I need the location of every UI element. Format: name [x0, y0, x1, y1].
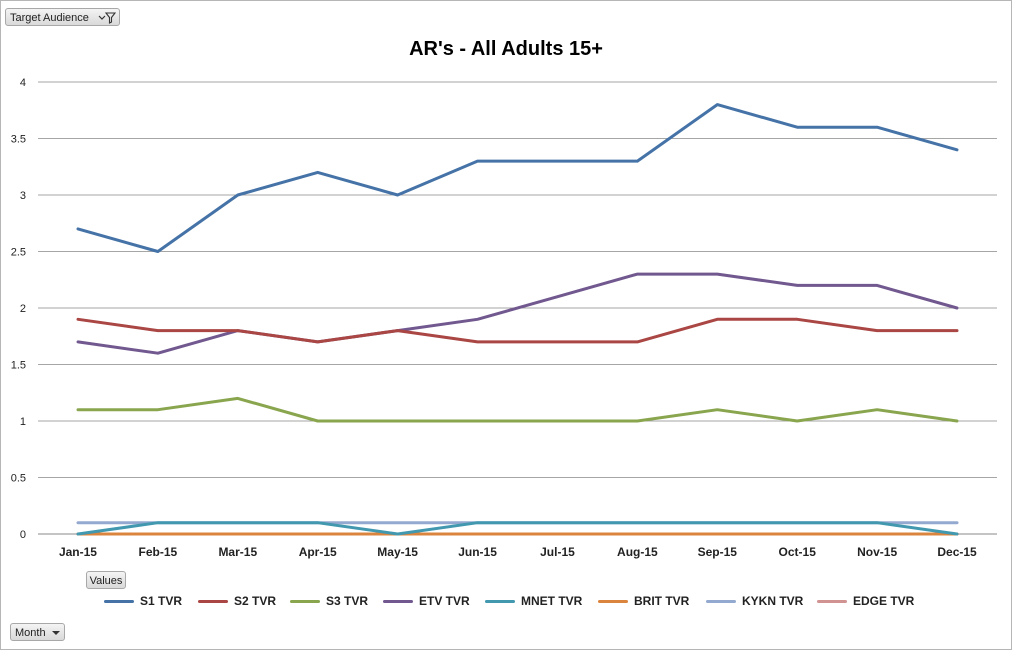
series-line-s2-tvr [76, 317, 959, 344]
chevron-down-icon[interactable] [51, 624, 61, 646]
legend-swatch [706, 600, 736, 603]
series-line-s3-tvr [76, 396, 959, 423]
y-tick-label: 3 [20, 190, 26, 202]
legend-swatch [104, 600, 134, 603]
x-tick-label: Jul-15 [540, 545, 575, 559]
legend-swatch [485, 600, 515, 603]
month-label: Month [15, 627, 46, 639]
x-tick-label: Feb-15 [139, 545, 178, 559]
month-field-button[interactable]: Month [10, 623, 65, 641]
legend-swatch [817, 600, 847, 603]
x-tick-label: Oct-15 [779, 545, 817, 559]
legend-swatch [198, 600, 228, 603]
filter-dropdown-icon[interactable] [98, 9, 117, 31]
legend-label: S3 TVR [326, 594, 369, 608]
series-line-mnet-tvr [76, 521, 959, 536]
legend-label: S2 TVR [234, 594, 277, 608]
legend-label: KYKN TVR [742, 594, 804, 608]
x-tick-label: Jun-15 [458, 545, 497, 559]
target-audience-filter-button[interactable]: Target Audience [5, 8, 120, 26]
chart-legend: S1 TVR S2 TVR S3 TVR ETV TVR MNET TVR BRIT TV… [0, 593, 1012, 611]
y-tick-label: 0.5 [11, 473, 26, 485]
legend-swatch [383, 600, 413, 603]
y-tick-label: 1.5 [11, 360, 26, 372]
x-tick-label: Sep-15 [698, 545, 738, 559]
y-tick-label: 2.5 [11, 247, 26, 259]
legend-label: S1 TVR [140, 594, 183, 608]
legend-label: BRIT TVR [634, 594, 690, 608]
values-field-button[interactable]: Values [86, 571, 126, 589]
y-tick-label: 0 [20, 529, 26, 541]
legend-label: MNET TVR [521, 594, 583, 608]
y-tick-label: 4 [20, 77, 26, 89]
x-tick-label: Jan-15 [59, 545, 97, 559]
values-label: Values [89, 575, 123, 587]
legend-swatch [598, 600, 628, 603]
x-tick-label: Dec-15 [937, 545, 977, 559]
x-tick-label: Aug-15 [617, 545, 658, 559]
chart-title: AR's - All Adults 15+ [409, 38, 603, 60]
y-tick-label: 2 [20, 303, 26, 315]
series-line-etv-tvr [76, 272, 959, 355]
x-tick-label: Mar-15 [218, 545, 257, 559]
x-tick-label: Apr-15 [299, 545, 337, 559]
legend-label: ETV TVR [419, 594, 470, 608]
legend-swatch [290, 600, 320, 603]
legend-label: EDGE TVR [853, 594, 915, 608]
series-line-s1-tvr [76, 103, 959, 253]
y-tick-label: 1 [20, 416, 26, 428]
target-audience-label: Target Audience [10, 12, 89, 24]
x-tick-label: May-15 [377, 545, 418, 559]
x-tick-label: Nov-15 [857, 545, 897, 559]
y-tick-label: 3.5 [11, 134, 26, 146]
